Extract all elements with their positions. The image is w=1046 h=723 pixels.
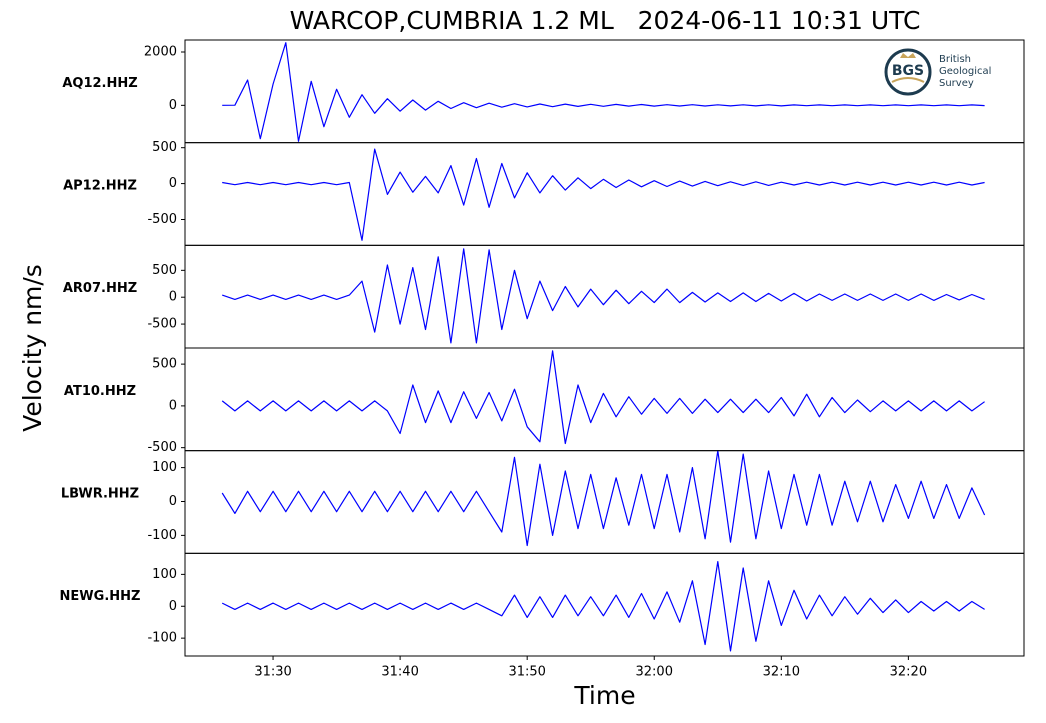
x-tick-label: 32:20 <box>890 665 927 680</box>
y-tick-label: -100 <box>147 631 177 646</box>
y-tick-label: 0 <box>169 176 177 191</box>
y-tick-label: 500 <box>152 263 177 278</box>
chart-title: WARCOP,CUMBRIA 1.2 ML 2024-06-11 10:31 U… <box>290 6 921 35</box>
y-tick-label: 2000 <box>144 45 177 60</box>
logo-text: British <box>939 54 971 65</box>
station-label: AT10.HHZ <box>64 384 136 399</box>
y-tick-label: 0 <box>169 98 177 113</box>
y-tick-label: 0 <box>169 599 177 614</box>
panel-frame <box>184 347 1025 452</box>
y-tick-label: 0 <box>169 290 177 305</box>
y-tick-label: 500 <box>152 357 177 372</box>
trace <box>222 248 985 344</box>
x-tick-label: 31:50 <box>508 665 545 680</box>
panel-frame <box>184 450 1025 554</box>
x-axis-label: Time <box>573 681 635 710</box>
y-tick-label: 0 <box>169 494 177 509</box>
y-axis-label: Velocity nm/s <box>18 264 47 432</box>
station-label: AP12.HHZ <box>63 179 137 194</box>
trace <box>221 450 986 547</box>
station-label: AQ12.HHZ <box>62 76 137 91</box>
panel-frame <box>184 142 1025 246</box>
logo-text: Survey <box>939 78 974 89</box>
logo-crown <box>900 53 916 58</box>
y-tick-label: -500 <box>147 440 177 455</box>
y-tick-label: 100 <box>152 460 177 475</box>
trace <box>221 350 985 445</box>
trace <box>221 561 985 652</box>
station-label: AR07.HHZ <box>63 281 137 296</box>
panel-frame <box>184 244 1025 349</box>
x-tick-label: 31:40 <box>381 665 418 680</box>
trace <box>222 42 985 142</box>
logo-text: Geological <box>939 66 991 77</box>
x-tick-label: 32:10 <box>763 665 800 680</box>
trace <box>222 148 985 241</box>
y-tick-label: -500 <box>147 317 177 332</box>
logo-abbr: BGS <box>892 63 924 79</box>
y-tick-label: 100 <box>152 567 177 582</box>
logo-wave <box>891 77 925 83</box>
station-label: NEWG.HHZ <box>60 589 141 604</box>
panel-frame <box>184 552 1025 657</box>
logo-ring <box>884 48 932 96</box>
y-tick-label: -100 <box>147 528 177 543</box>
y-tick-label: 0 <box>169 398 177 413</box>
y-tick-label: -500 <box>147 212 177 227</box>
y-tick-label: 500 <box>152 140 177 155</box>
logo: BGS British Geological Survey <box>884 48 991 96</box>
x-tick-label: 32:00 <box>636 665 673 680</box>
x-tick-label: 31:30 <box>254 665 291 680</box>
station-label: LBWR.HHZ <box>61 487 139 502</box>
